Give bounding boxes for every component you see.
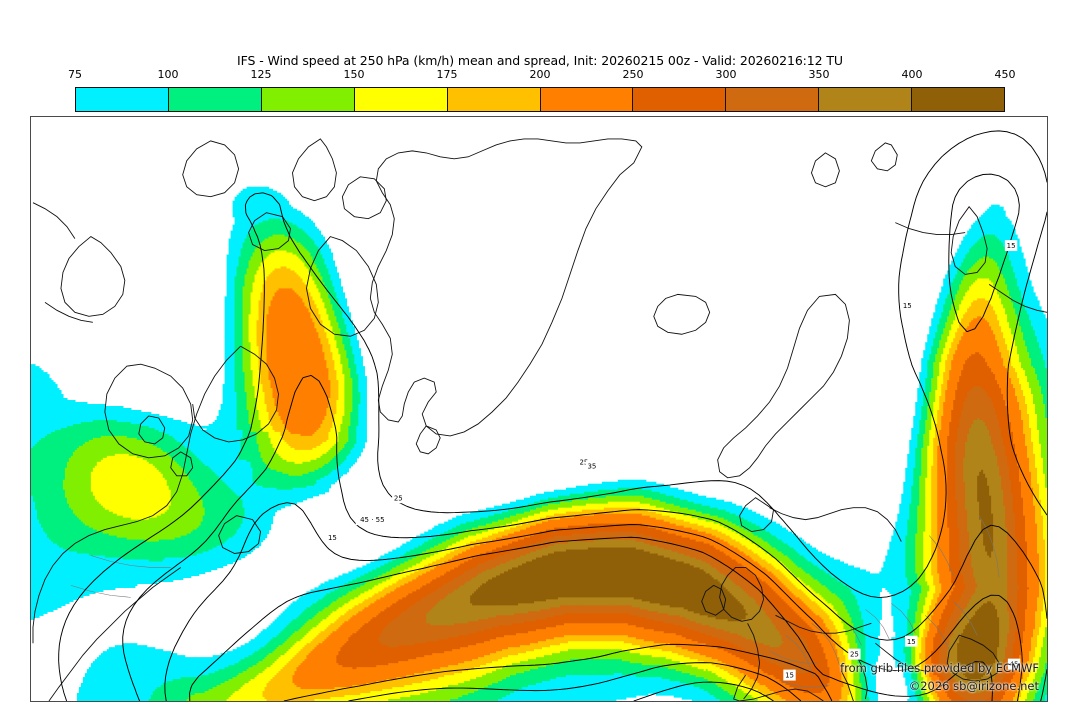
contour-label: 45 · 55 [355,514,389,526]
colorbar-tick-labels: 75 100 125 150 175 200 250 300 350 400 450 [68,68,1016,84]
contour-label: 25 [392,492,405,504]
contour-label: 15 [783,669,796,681]
coastline-segment [44,301,93,323]
spread-contour-35 [164,502,1023,701]
spread-contour-45 [189,536,993,701]
colorbar-band-300-350 [726,88,820,111]
colorbar-band-350-400 [819,88,913,111]
colorbar-band-200-250 [540,88,634,111]
contour-label: 25 [848,648,861,660]
colorbar-tick-125: 125 [250,68,272,81]
border-segment [978,515,1000,578]
coastline-segment [775,614,872,634]
contour-label: 15 [1004,240,1018,252]
colorbar-band-100-125 [168,88,262,111]
border-segment [70,585,131,598]
wind-speed-bands [31,186,1047,701]
spread-contour-25 [122,173,1047,701]
coastline-segment [895,222,966,236]
colorbar-tick-150: 150 [343,68,365,81]
coastline-segment [875,642,936,672]
border-segment [811,623,840,666]
coastlines [32,138,1047,701]
contour-label: 15 [901,299,914,311]
coastline-segment [305,236,379,337]
spread-contours [58,130,1047,701]
spread-contour-15 [58,130,1047,701]
coastline-segment [701,584,727,616]
colorbar-band-175-200 [447,88,541,111]
contour-label: 25 [577,456,591,468]
coastline-segment [60,236,126,317]
coastline-segment [182,140,240,198]
colorbar-band-250-300 [633,88,727,111]
coastline-segment [248,212,291,252]
coastline-segment [415,425,441,455]
border-segment [785,635,814,678]
coastline-segment [138,415,166,445]
coastline-segment [218,515,262,554]
border-segment [929,535,954,576]
contour-label: 15 [326,532,339,544]
coastline-segment [769,507,902,542]
coastline-segment [192,345,279,443]
colorbar-tick-100: 100 [157,68,179,81]
border-segment [925,615,950,650]
coastline-segment [870,142,898,172]
coastline-segment [104,363,194,459]
coastline-segment [369,138,643,437]
border-segment [865,609,890,640]
page-title: IFS - Wind speed at 250 hPa (km/h) mean … [237,53,843,68]
colorbar-band-125-150 [261,88,355,111]
coastline-segment [739,497,775,533]
coastline-segment [810,152,840,188]
border-segment [781,680,830,688]
contour-label: 45 [1007,658,1021,670]
contour-label: 35 [585,460,599,472]
colorbar-tick-350: 350 [808,68,830,81]
coastline-segment [841,670,854,701]
border-segment [769,650,818,664]
coastline-segment [32,345,241,644]
border-segment [90,555,171,568]
coastline-segment [341,176,387,220]
coastline-segment [170,451,194,477]
colorbar-band-75-100 [76,88,169,111]
coastline-segment [292,138,337,202]
coastline-segment [719,567,765,622]
coastline-segment [717,293,850,479]
colorbar-tick-200: 200 [529,68,551,81]
coastline-segment [946,634,1000,682]
coastline-segment [653,293,711,335]
colorbar-tick-250: 250 [622,68,644,81]
colorbar-tick-450: 450 [994,68,1016,81]
colorbar-swatches [75,87,1005,112]
colorbar-tick-400: 400 [901,68,923,81]
border-segment [952,601,978,636]
attribution-copyright: ©2026 sb@irizone.net [908,679,1039,693]
country-borders [70,515,1000,688]
colorbar-tick-75: 75 [68,68,82,81]
coastline-segment [988,284,1047,313]
border-segment [891,603,916,634]
colorbar-tick-300: 300 [715,68,737,81]
coastline-segment [32,202,76,239]
colorbar-band-150-175 [354,88,448,111]
attribution-source: from grib files provided by ECMWF [840,661,1039,675]
colorbar-band-400-450 [912,88,1005,111]
contour-label: 15 [905,635,918,647]
coastline-segment [854,652,868,700]
colorbar: 75 100 125 150 175 200 250 300 350 400 450 [68,68,1016,112]
map-frame[interactable]: 15 25 45 · 55 25 35 15 15 15 15 25 45 from grib fi… [30,116,1048,702]
colorbar-tick-175: 175 [436,68,458,81]
coastline-segment [48,567,181,701]
coastline-segment [733,674,824,701]
